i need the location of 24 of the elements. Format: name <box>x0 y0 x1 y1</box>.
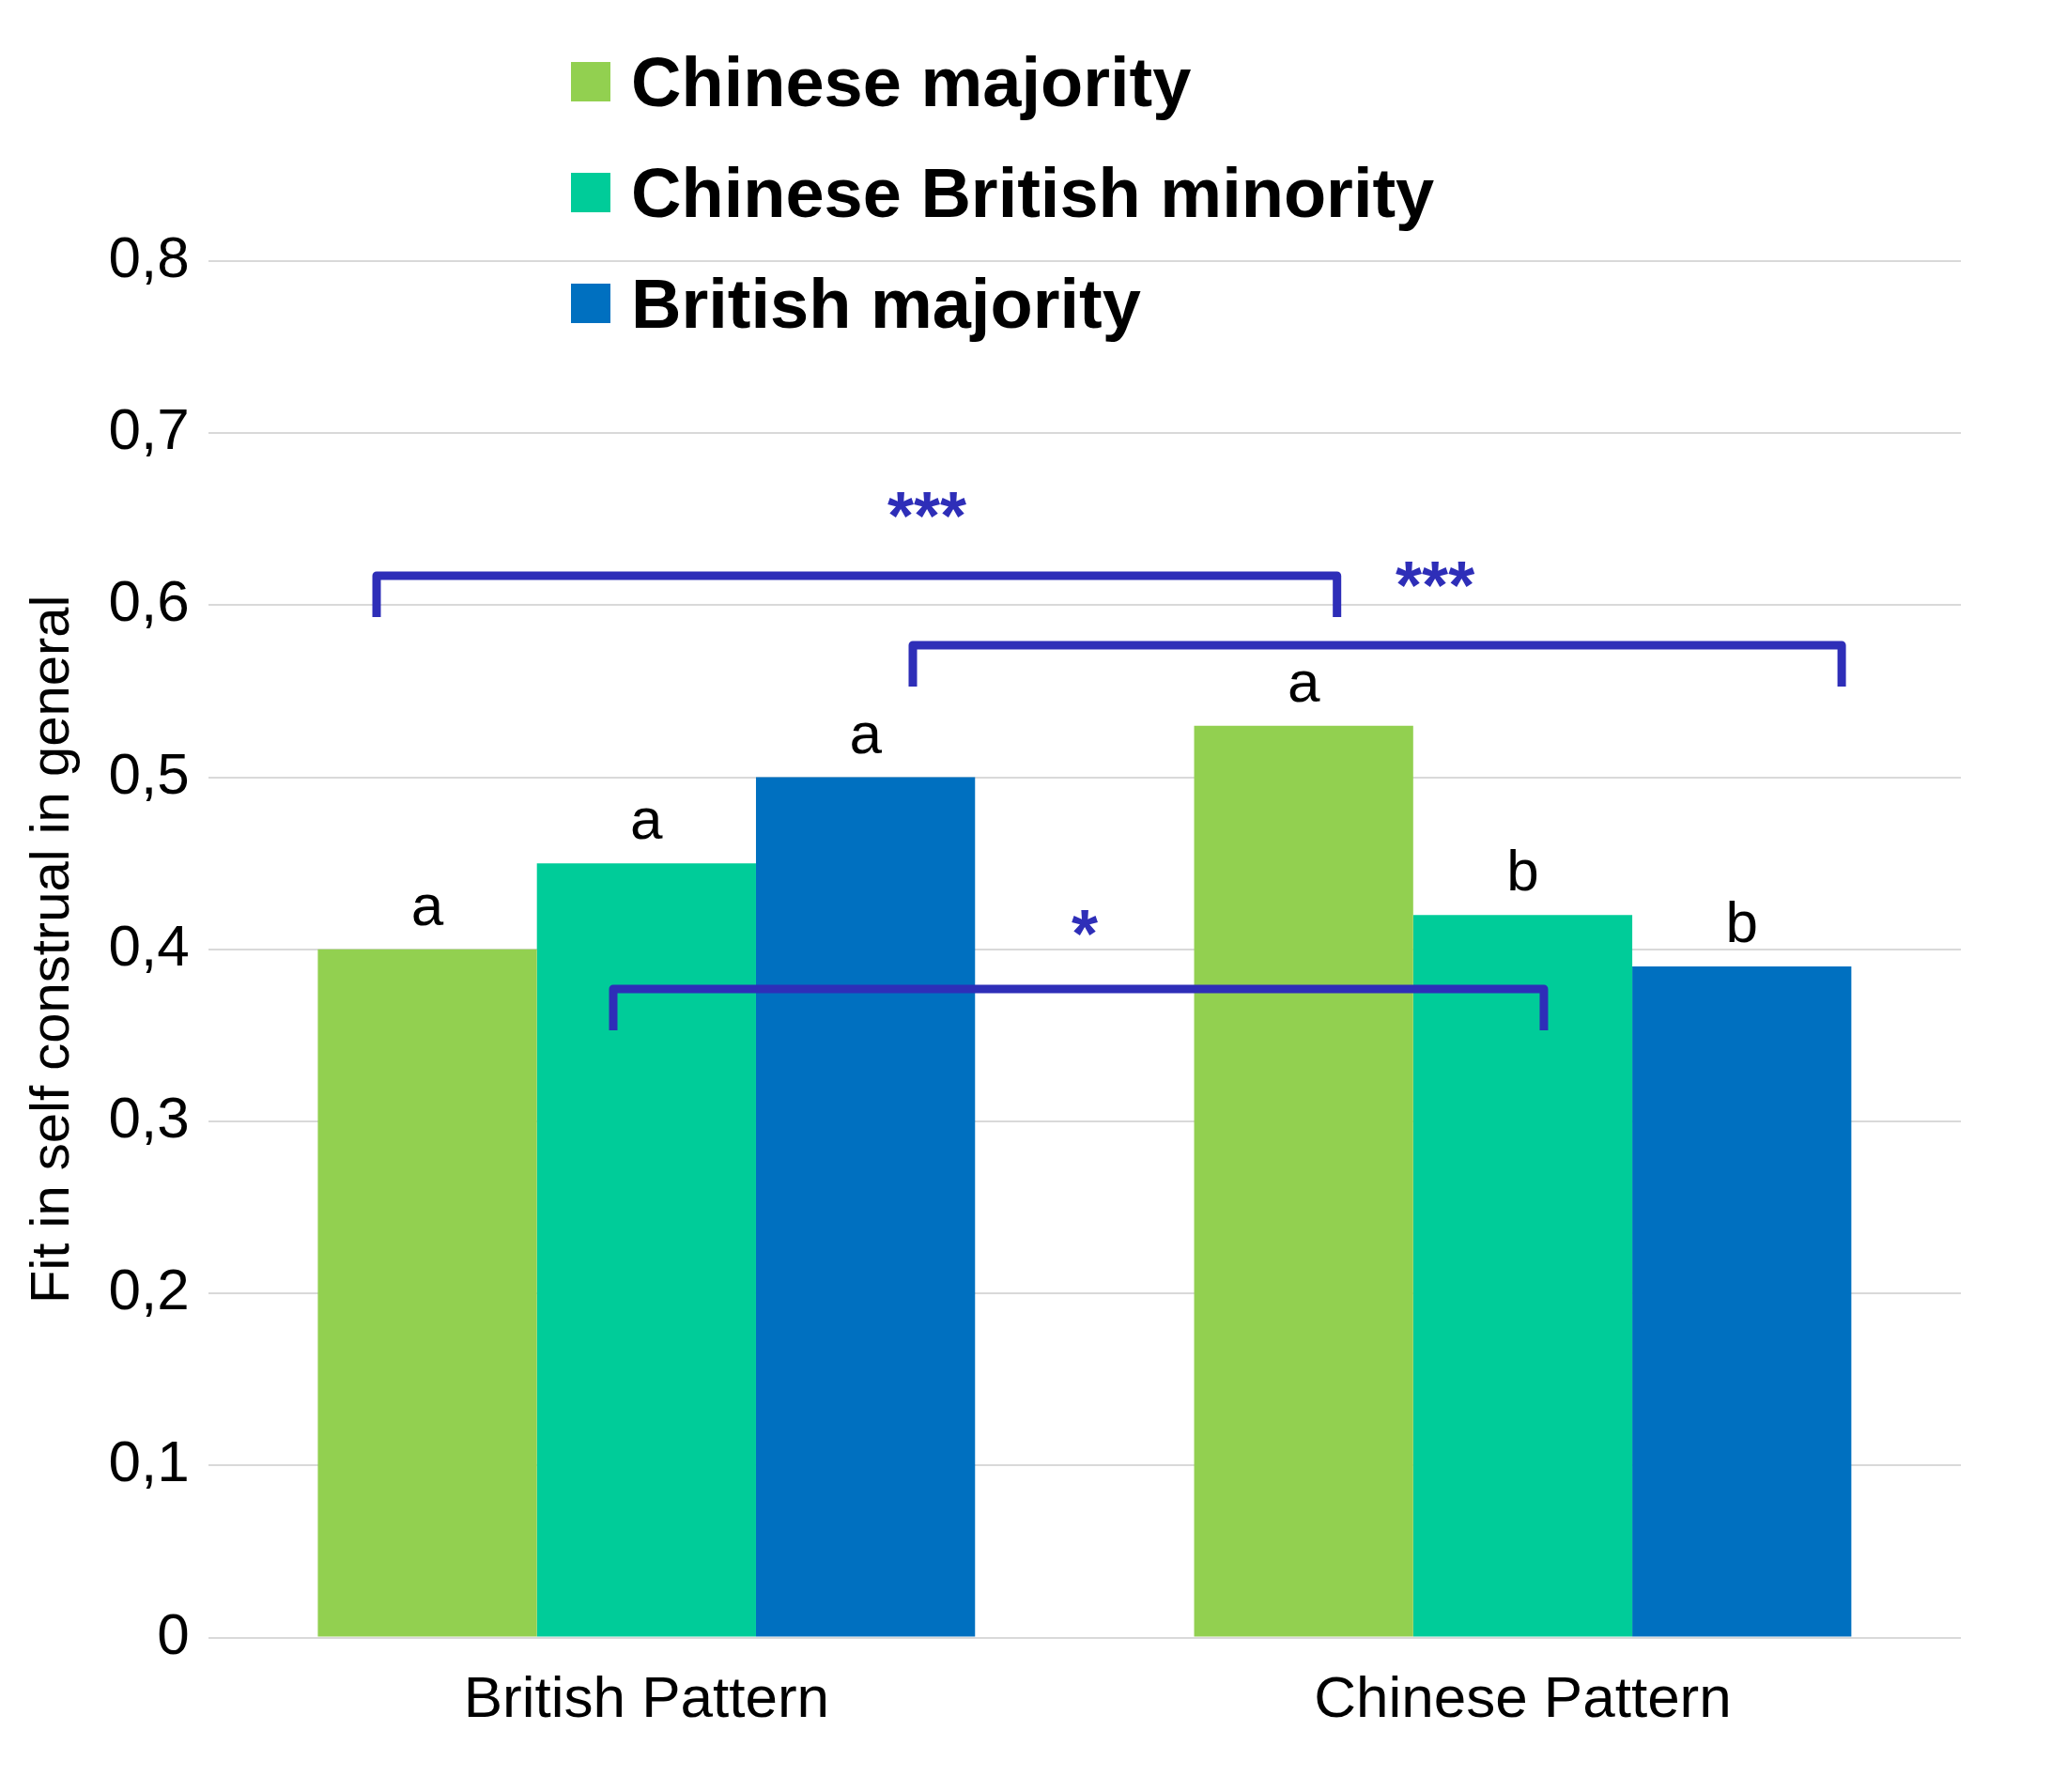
annotation: b <box>1725 889 1758 955</box>
x-tick-label: Chinese Pattern <box>1314 1663 1732 1729</box>
y-tick-label: 0,5 <box>108 740 190 806</box>
y-tick-label: 0,1 <box>108 1429 190 1494</box>
y-axis-title: Fit in self construal in general <box>18 595 80 1304</box>
legend-label: British majority <box>631 263 1141 344</box>
annotation: a <box>630 786 664 852</box>
annotation: a <box>1287 648 1320 714</box>
annotation: b <box>1506 838 1539 904</box>
annotation: a <box>410 872 444 937</box>
annotation: a <box>849 700 883 765</box>
x-tick-label: British Pattern <box>463 1663 830 1729</box>
annotation: *** <box>887 478 966 554</box>
annotation: * <box>1071 895 1098 971</box>
annotation: *** <box>1396 547 1475 623</box>
y-tick-label: 0,4 <box>108 912 190 978</box>
y-tick-label: 0 <box>157 1600 190 1666</box>
y-tick-label: 0,3 <box>108 1085 190 1151</box>
y-tick-label: 0,2 <box>108 1257 190 1322</box>
y-tick-label: 0,7 <box>108 396 190 462</box>
y-tick-label: 0,8 <box>108 224 190 290</box>
y-tick-label: 0,6 <box>108 568 190 634</box>
legend-label: Chinese majority <box>631 41 1192 122</box>
legend-label: Chinese British minority <box>631 152 1435 233</box>
